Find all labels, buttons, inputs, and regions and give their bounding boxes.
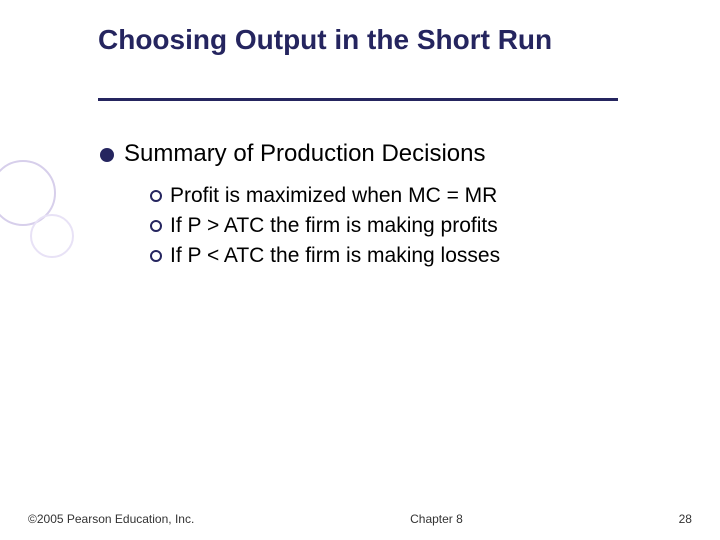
footer-chapter: Chapter 8 bbox=[410, 512, 463, 526]
bullet-level2-text: Profit is maximized when MC = MR bbox=[170, 184, 497, 208]
bullet-level2-text: If P < ATC the firm is making losses bbox=[170, 244, 500, 268]
footer-copyright: ©2005 Pearson Education, Inc. bbox=[28, 512, 194, 526]
bullet-circle-icon bbox=[150, 220, 162, 232]
slide-title: Choosing Output in the Short Run bbox=[98, 24, 618, 56]
bullet-dot-icon bbox=[100, 148, 114, 162]
bullet-circle-icon bbox=[150, 190, 162, 202]
bullet-level2: If P > ATC the firm is making profits bbox=[150, 214, 498, 238]
bullet-circle-icon bbox=[150, 250, 162, 262]
footer-page-number: 28 bbox=[679, 512, 692, 526]
bullet-level2: If P < ATC the firm is making losses bbox=[150, 244, 500, 268]
bullet-level1: Summary of Production Decisions bbox=[100, 140, 485, 168]
deco-circle-2 bbox=[30, 214, 74, 258]
footer: ©2005 Pearson Education, Inc. Chapter 8 … bbox=[0, 512, 720, 526]
bullet-level1-text: Summary of Production Decisions bbox=[124, 140, 485, 168]
title-underline bbox=[98, 98, 618, 101]
bullet-level2: Profit is maximized when MC = MR bbox=[150, 184, 497, 208]
bullet-level2-text: If P > ATC the firm is making profits bbox=[170, 214, 498, 238]
